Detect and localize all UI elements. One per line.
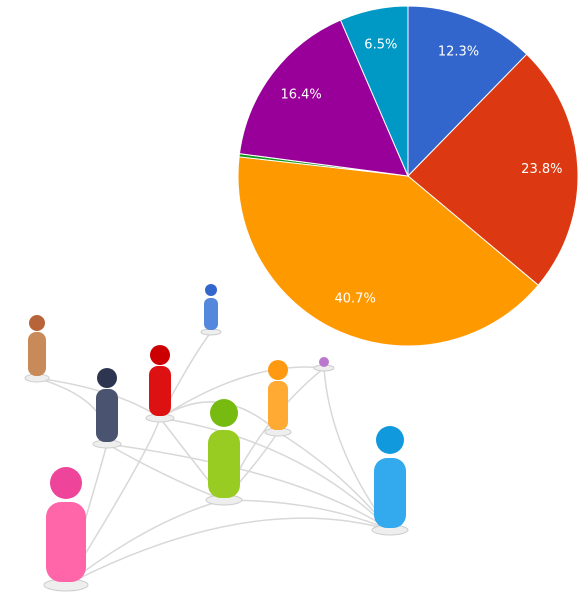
person-icon bbox=[25, 315, 49, 382]
chart: 12.3% 23.8% 40.7% 16.4% 6.5% bbox=[0, 0, 580, 600]
person-icon bbox=[201, 284, 221, 335]
slice-label: 16.4% bbox=[280, 88, 321, 103]
person-icon bbox=[265, 360, 291, 436]
slice-label: 12.3% bbox=[438, 44, 479, 59]
person-icon bbox=[44, 467, 88, 591]
person-icon bbox=[206, 399, 242, 505]
pie: 12.3% 23.8% 40.7% 16.4% 6.5% bbox=[238, 6, 578, 346]
person-icon bbox=[146, 345, 174, 422]
slice-label: 40.7% bbox=[335, 292, 376, 307]
slice-label: 23.8% bbox=[521, 162, 562, 177]
person-icon bbox=[93, 368, 121, 448]
person-icon bbox=[314, 357, 334, 371]
person-icon bbox=[372, 426, 408, 535]
slice-label: 6.5% bbox=[364, 37, 397, 52]
